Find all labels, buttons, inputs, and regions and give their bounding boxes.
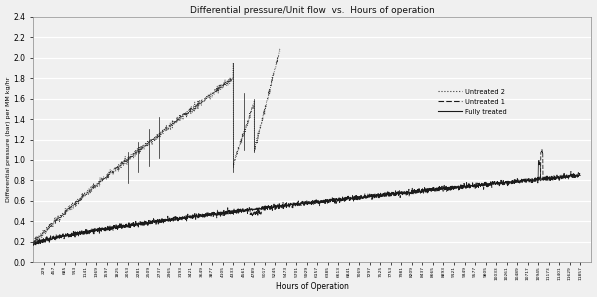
X-axis label: Hours of Operation: Hours of Operation: [276, 282, 349, 291]
Legend: Untreated 2, Untreated 1, Fully treated: Untreated 2, Untreated 1, Fully treated: [438, 89, 507, 115]
Title: Differential pressure/Unit flow  vs.  Hours of operation: Differential pressure/Unit flow vs. Hour…: [190, 6, 435, 15]
Y-axis label: Differential pressure (bar) per MM kg/hr: Differential pressure (bar) per MM kg/hr: [5, 77, 11, 202]
